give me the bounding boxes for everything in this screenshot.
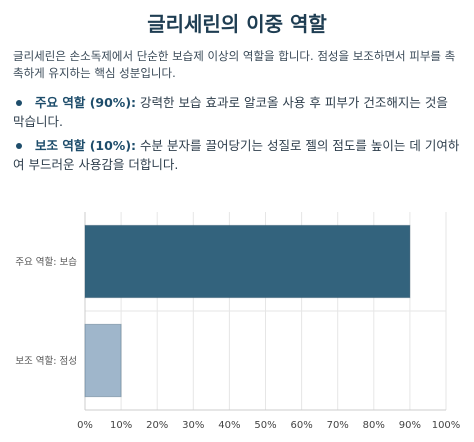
list-item-text: 강력한 보습 효과로 알코올 사용 후 피부가 건조해지는 것을 막습니다. (13, 95, 448, 129)
role-list: 주요 역할 (90%): 강력한 보습 효과로 알코올 사용 후 피부가 건조해… (13, 93, 463, 179)
x-tick-label: 0% (77, 420, 93, 431)
bar (84, 224, 411, 299)
list-item: 주요 역할 (90%): 강력한 보습 효과로 알코올 사용 후 피부가 건조해… (13, 93, 463, 131)
x-tick-label: 100% (432, 420, 461, 431)
y-category-label: 주요 역할: 보습 (15, 257, 77, 268)
list-item: 보조 역할 (10%): 수분 분자를 끌어당기는 성질로 젤의 점도를 높이는… (13, 136, 463, 174)
x-tick-label: 60% (290, 420, 312, 431)
bullet-icon (16, 142, 22, 149)
bar (84, 323, 122, 398)
x-tick-label: 20% (146, 420, 168, 431)
x-tick-label: 40% (218, 420, 240, 431)
x-tick-label: 10% (110, 420, 132, 431)
page-title: 글리세린의 이중 역할 (147, 12, 327, 36)
x-tick-label: 30% (182, 420, 204, 431)
list-item-text: 수분 분자를 끌어당기는 성질로 젤의 점도를 높이는 데 기여하여 부드러운 … (13, 138, 460, 172)
x-tick-label: 90% (399, 420, 421, 431)
x-tick-label: 70% (327, 420, 349, 431)
list-item-term: 보조 역할 (10%): (35, 138, 137, 153)
intro-paragraph: 글리세린은 손소독제에서 단순한 보습제 이상의 역할을 합니다. 점성을 보조… (13, 49, 456, 80)
list-item-term: 주요 역할 (90%): (35, 95, 137, 110)
bullet-icon (16, 99, 22, 106)
y-category-label: 보조 역할: 점성 (15, 355, 77, 367)
x-tick-label: 50% (254, 420, 276, 431)
x-tick-label: 80% (363, 420, 385, 431)
